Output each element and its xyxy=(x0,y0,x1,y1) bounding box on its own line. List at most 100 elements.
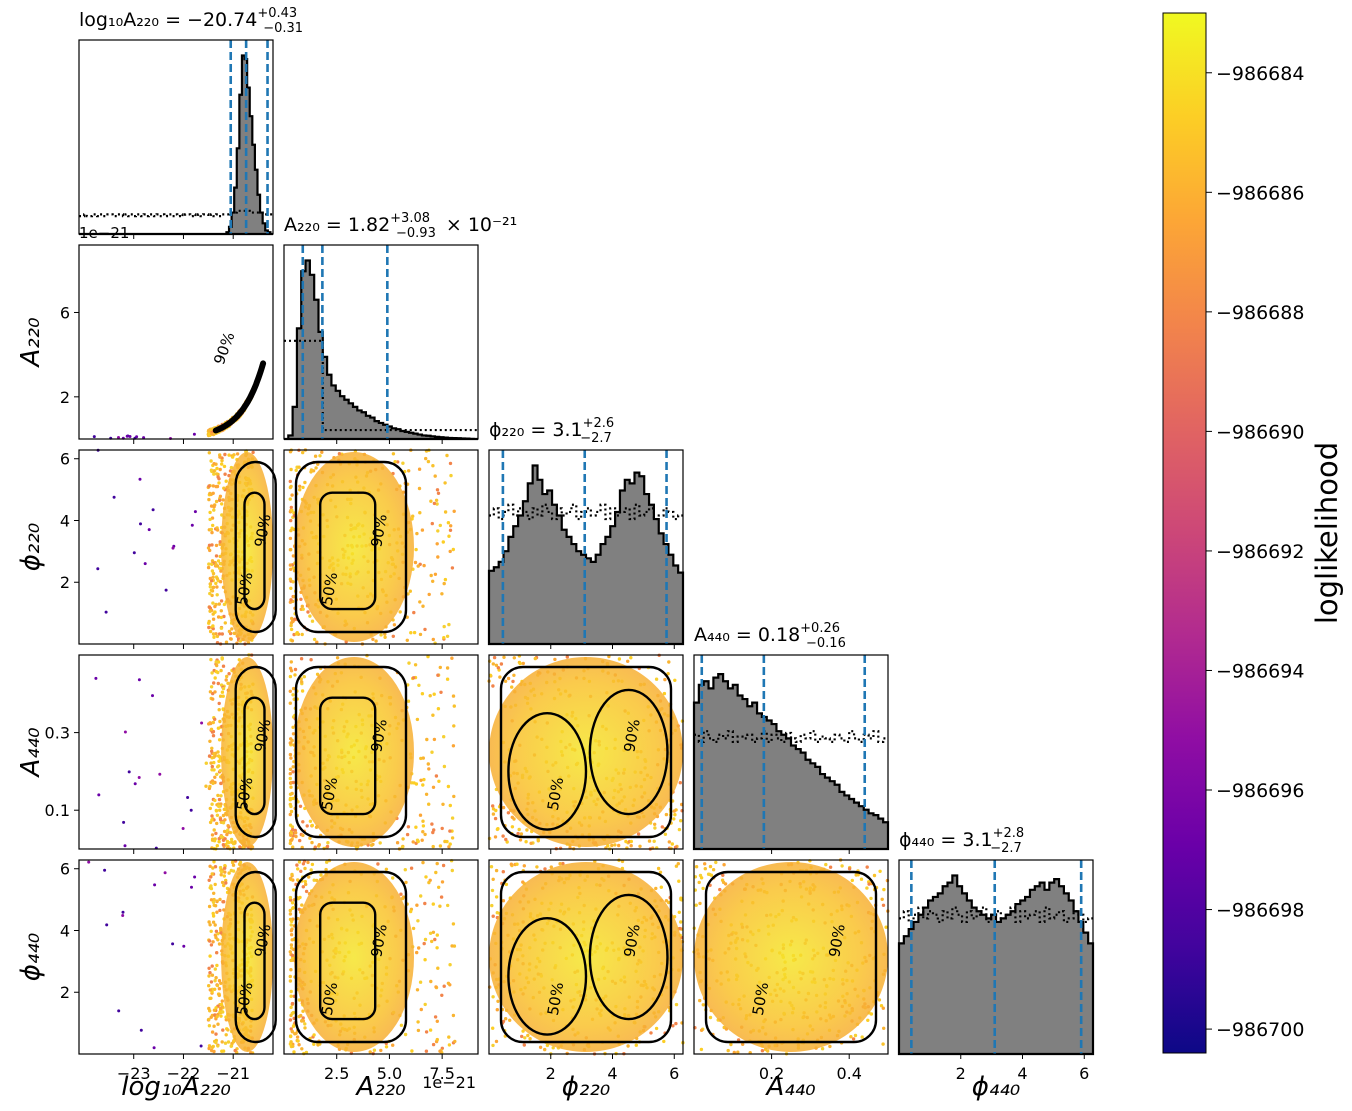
sample-point xyxy=(418,813,423,817)
sample-point xyxy=(214,499,219,504)
sample-point xyxy=(207,429,211,433)
panel-phi220-log10A220: 50% 90% 2 4 6 ϕ₂₂₀ xyxy=(16,448,277,649)
sample-point xyxy=(610,843,614,848)
sample-point xyxy=(422,777,426,782)
sample-point xyxy=(437,885,441,889)
sample-point xyxy=(211,632,216,636)
sample-point xyxy=(766,1049,770,1053)
sample-point xyxy=(424,875,428,879)
sample-point xyxy=(326,841,330,845)
sample-point xyxy=(216,765,220,769)
contour-label: 90% xyxy=(251,513,275,549)
sample-point xyxy=(426,459,431,464)
sample-point xyxy=(123,730,127,734)
sample-point xyxy=(714,860,718,865)
sample-point xyxy=(325,860,329,864)
sample-point xyxy=(222,874,226,878)
sample-point xyxy=(649,1031,653,1035)
sample-point xyxy=(409,909,413,914)
sample-point xyxy=(288,563,293,567)
sample-point xyxy=(212,1008,217,1012)
sample-point xyxy=(215,821,219,826)
sample-point xyxy=(436,491,441,495)
sample-point xyxy=(142,436,146,440)
sample-point xyxy=(448,461,453,466)
sample-point xyxy=(423,832,427,837)
y-tick-label: 6 xyxy=(60,450,70,469)
sample-point xyxy=(211,920,216,924)
sample-point xyxy=(427,767,431,771)
sample-point xyxy=(438,523,442,528)
sample-point xyxy=(417,467,422,471)
sample-point xyxy=(220,462,224,466)
sample-point xyxy=(318,454,322,458)
sample-point xyxy=(536,839,540,843)
panel-phi440-phi440: ϕ₄₄₀ = 3.1+2.8 −2.7 2 4 6 xyxy=(897,826,1095,1083)
sample-point xyxy=(217,632,222,636)
sample-point xyxy=(189,808,193,812)
sample-point xyxy=(450,816,455,820)
sample-point xyxy=(664,812,669,817)
y-axis-label: A₄₄₀ xyxy=(16,727,46,779)
sample-point xyxy=(421,860,425,865)
sample-point xyxy=(213,865,218,869)
sample-point xyxy=(411,926,416,931)
sample-point xyxy=(626,1044,630,1048)
sample-point xyxy=(391,452,396,456)
sample-point xyxy=(208,739,212,743)
sample-point xyxy=(293,667,298,672)
sample-point xyxy=(212,828,216,832)
sample-point xyxy=(299,657,304,661)
sample-point xyxy=(289,929,293,933)
sample-point xyxy=(295,1035,300,1039)
sample-point xyxy=(430,939,434,944)
sample-point xyxy=(443,577,448,582)
sample-point xyxy=(291,780,295,785)
sample-point xyxy=(292,888,296,892)
sample-point xyxy=(212,760,216,765)
panel-title: ϕ₂₂₀ = 3.1+2.6 −2.7 xyxy=(489,416,614,446)
sample-point xyxy=(231,869,236,873)
sample-point xyxy=(224,881,228,885)
sample-point xyxy=(288,798,292,802)
sample-point xyxy=(882,887,886,892)
sample-point xyxy=(413,560,418,565)
sample-point xyxy=(233,631,237,636)
sample-point xyxy=(828,865,833,869)
sample-point xyxy=(217,979,222,983)
sample-point xyxy=(211,617,216,621)
sample-point xyxy=(301,450,305,455)
sample-point xyxy=(310,619,315,623)
sample-point xyxy=(426,762,430,766)
panel-frame xyxy=(693,654,889,850)
sample-point xyxy=(213,882,217,887)
sample-point xyxy=(223,1041,228,1045)
sample-point xyxy=(217,993,221,998)
sample-point xyxy=(379,633,383,637)
sample-point xyxy=(193,875,197,879)
sample-point xyxy=(289,467,293,472)
sample-point xyxy=(225,832,229,837)
sample-point xyxy=(204,784,208,788)
posterior-histogram xyxy=(284,259,478,441)
sample-point xyxy=(214,581,218,586)
sample-point xyxy=(442,984,446,988)
sample-point xyxy=(182,944,186,948)
sample-point xyxy=(496,827,500,831)
sample-point xyxy=(303,879,307,884)
sample-point xyxy=(504,837,508,842)
sample-point xyxy=(301,862,306,866)
sample-point xyxy=(519,832,524,836)
sample-point xyxy=(439,690,443,694)
sample-point xyxy=(422,941,426,946)
sample-point xyxy=(543,1047,547,1052)
sample-point xyxy=(219,599,224,603)
sample-point xyxy=(216,726,221,730)
sample-point xyxy=(446,981,451,985)
sample-point xyxy=(431,902,435,906)
sample-point xyxy=(501,805,506,810)
sample-point xyxy=(672,809,676,813)
sample-point xyxy=(494,663,499,667)
